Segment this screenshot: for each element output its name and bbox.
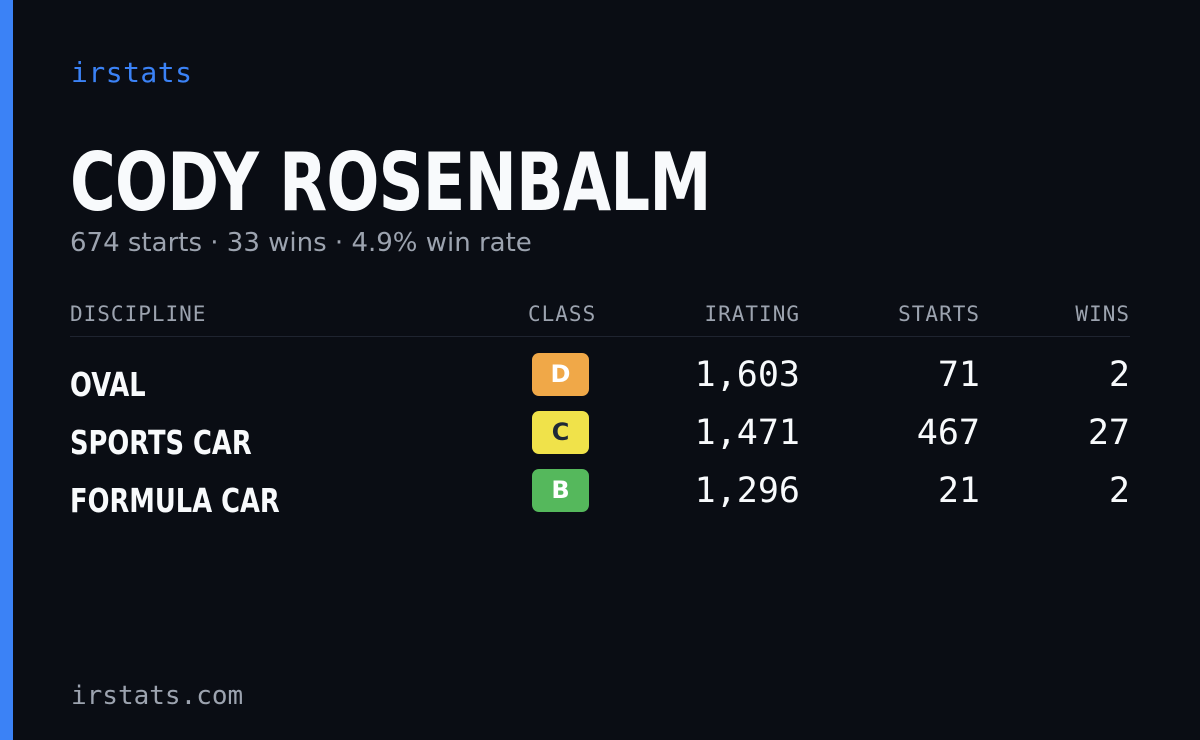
class-badge: D xyxy=(532,353,589,396)
table-header: DISCIPLINE CLASS IRATING STARTS WINS xyxy=(70,298,1130,337)
row-discipline: SPORTS CAR xyxy=(70,423,252,462)
row-starts: 467 xyxy=(916,413,980,453)
stats-table: DISCIPLINE CLASS IRATING STARTS WINS OVA… xyxy=(70,298,1130,527)
header-starts: STARTS xyxy=(898,302,980,326)
row-starts: 21 xyxy=(937,471,980,511)
row-starts: 71 xyxy=(937,355,980,395)
class-badge: B xyxy=(532,469,589,512)
class-badge: C xyxy=(532,411,589,454)
row-discipline: FORMULA CAR xyxy=(70,481,280,520)
table-row: SPORTS CAR C 1,471 467 27 xyxy=(70,411,1130,469)
brand-logo: irstats xyxy=(71,56,193,89)
row-wins: 2 xyxy=(1108,471,1130,511)
header-discipline: DISCIPLINE xyxy=(70,302,207,326)
table-row: FORMULA CAR B 1,296 21 2 xyxy=(70,469,1130,527)
accent-bar xyxy=(0,0,13,740)
row-irating: 1,296 xyxy=(694,471,800,511)
table-row: OVAL D 1,603 71 2 xyxy=(70,353,1130,411)
footer-url: irstats.com xyxy=(71,681,244,711)
table-body: OVAL D 1,603 71 2 SPORTS CAR C 1,471 467… xyxy=(70,337,1130,527)
row-irating: 1,471 xyxy=(694,413,800,453)
header-irating: IRATING xyxy=(704,302,800,326)
row-irating: 1,603 xyxy=(694,355,800,395)
header-class: CLASS xyxy=(528,302,597,326)
driver-name: CODY ROSENBALM xyxy=(70,136,711,229)
row-wins: 27 xyxy=(1087,413,1130,453)
row-wins: 2 xyxy=(1108,355,1130,395)
driver-summary: 674 starts · 33 wins · 4.9% win rate xyxy=(70,228,532,258)
row-discipline: OVAL xyxy=(70,365,146,404)
header-wins: WINS xyxy=(1075,302,1130,326)
